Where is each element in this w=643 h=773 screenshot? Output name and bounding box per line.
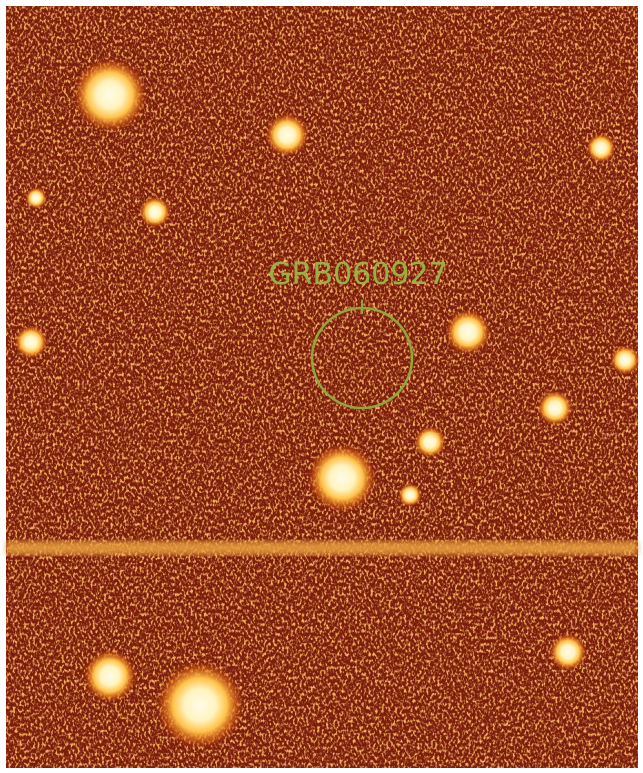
star <box>155 660 245 750</box>
star <box>25 187 47 209</box>
star <box>537 390 573 426</box>
streak <box>6 541 638 555</box>
star <box>265 113 309 157</box>
grb-label: GRB060927 <box>268 257 447 292</box>
star <box>398 483 422 507</box>
sky-image: GRB060927 <box>0 0 643 773</box>
star <box>445 309 491 355</box>
page: GRB060927 (() => { const data = JSON.par… <box>0 0 643 773</box>
star <box>72 57 148 133</box>
star <box>610 345 640 375</box>
star <box>139 196 171 228</box>
star <box>414 426 446 458</box>
star <box>586 133 616 163</box>
star <box>549 633 587 671</box>
star <box>307 443 377 513</box>
star <box>83 649 137 703</box>
star <box>14 325 48 359</box>
